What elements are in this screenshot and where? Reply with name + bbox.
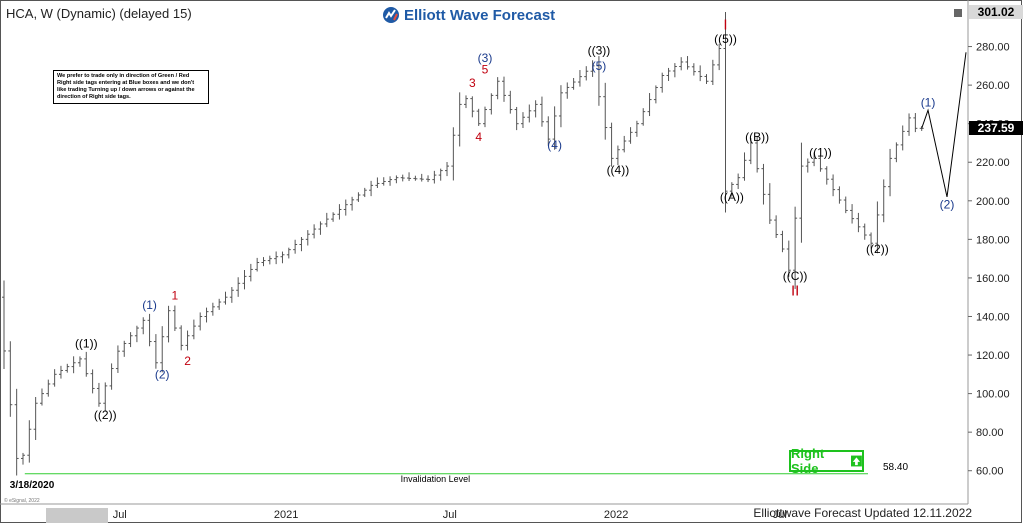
invalidation-value: 58.40 xyxy=(883,462,908,473)
x-tick-label: Jul xyxy=(443,509,457,521)
right-side-label: Right Side xyxy=(791,446,825,476)
x-tick-label: 2022 xyxy=(604,509,628,521)
x-tick-label: Jul xyxy=(113,509,127,521)
wave-label: ((5)) xyxy=(714,32,737,46)
brand-logo: Elliott Wave Forecast xyxy=(378,3,560,27)
wave-label: 2 xyxy=(184,354,191,368)
trading-note: We prefer to trade only in direction of … xyxy=(53,70,209,104)
footer-text: Elliottwave Forecast Updated 12.11.2022 xyxy=(753,506,972,520)
wave-label: ((A)) xyxy=(720,190,744,204)
label-layer: ((1)) ((2)) (1) (2) 1 2 3 4 5(3) (4) (5) ((3)) ((4))… xyxy=(75,16,954,421)
wave-label: ((C)) xyxy=(783,269,808,283)
y-tick-label: 260.00 xyxy=(976,80,1010,92)
wave-label: (2) xyxy=(940,198,955,212)
bars-layer xyxy=(2,12,924,476)
up-arrow-icon xyxy=(851,455,862,467)
wave-label: ((2)) xyxy=(866,242,889,256)
wave-label: (2) xyxy=(155,367,170,381)
wave-label: 5 xyxy=(482,63,489,77)
y-tick-label: 280.00 xyxy=(976,42,1010,54)
wave-label: ((2)) xyxy=(94,408,117,422)
last-price-tag: 237.59 xyxy=(969,121,1023,135)
y-tick-label: 160.00 xyxy=(976,273,1010,285)
x-tick-label: Jul xyxy=(773,509,787,521)
wave-label: ((4)) xyxy=(607,163,630,177)
wave-label: 3 xyxy=(469,76,476,90)
symbol-title: HCA, W (Dynamic) (delayed 15) xyxy=(6,6,192,21)
wave-label: ((B)) xyxy=(745,130,769,144)
overlay-layer: Invalidation Level 58.40 3/18/2020 xyxy=(10,52,967,491)
projection-path xyxy=(921,52,967,198)
wave-label: ((3)) xyxy=(588,43,611,57)
y-tick-label: 220.00 xyxy=(976,157,1010,169)
y-tick-label: 60.00 xyxy=(976,466,1004,478)
invalidation-label: Invalidation Level xyxy=(401,474,471,484)
y-tick-label: 100.00 xyxy=(976,389,1010,401)
x-tick-label: 2021 xyxy=(274,509,298,521)
wave-label: (1) xyxy=(921,95,936,109)
y-tick-label: 80.00 xyxy=(976,427,1004,439)
wave-label: ((1)) xyxy=(809,146,832,160)
wave-label: ((1)) xyxy=(75,336,98,350)
date-highlight xyxy=(46,508,108,523)
wave-label: 1 xyxy=(172,288,179,302)
y-tick-label: 200.00 xyxy=(976,196,1010,208)
wave-label: (3) xyxy=(478,51,493,65)
y-tick-label: 120.00 xyxy=(976,350,1010,362)
y-tick-label: 180.00 xyxy=(976,234,1010,246)
wave-label: 4 xyxy=(475,130,482,144)
wave-label: (4) xyxy=(547,138,562,152)
logo-text: Elliott Wave Forecast xyxy=(404,6,556,24)
wave-label: (1) xyxy=(142,298,157,312)
wave-label: II xyxy=(791,282,799,299)
right-side-badge: Right Side xyxy=(789,446,864,476)
invalidation-date: 3/18/2020 xyxy=(10,480,55,491)
wave-label: I xyxy=(723,16,727,33)
wave-label: (5) xyxy=(592,59,607,73)
settings-icon[interactable] xyxy=(954,9,962,17)
logo-icon xyxy=(383,7,399,23)
y-tick-label: 140.00 xyxy=(976,311,1010,323)
top-price-tag: 301.02 xyxy=(969,5,1023,19)
copyright: © eSignal, 2022 xyxy=(4,498,40,504)
